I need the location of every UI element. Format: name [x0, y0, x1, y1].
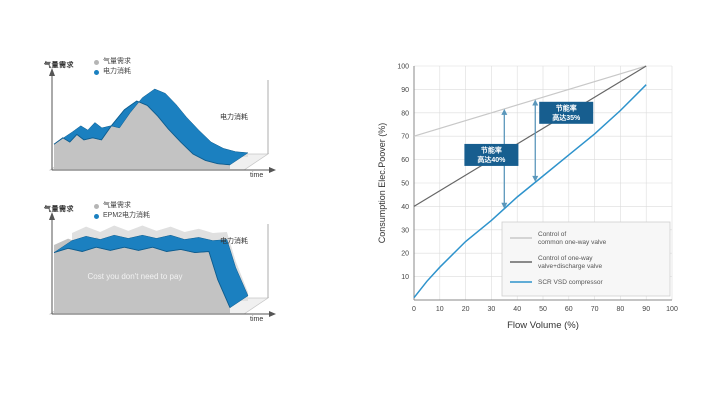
legend: 气量需求 EPM2电力消耗	[94, 201, 150, 221]
demand-swatch-icon	[94, 59, 99, 65]
arrow-head-up-icon	[532, 99, 539, 106]
performance-chart-canvas: 10 20 30 40 50 60 70 80 90 100 0 10 20 30 40 50 60 70 80 90…	[377, 64, 678, 332]
y-tick-label: 90	[401, 87, 409, 94]
x-axis-title: Flow Volume (%)	[507, 320, 579, 331]
y-axis-label: 气量需求	[44, 206, 74, 213]
time-axis-label: time	[250, 316, 264, 323]
legend-entry-label: common one-way valve	[538, 239, 607, 246]
y-tick-label: 50	[401, 181, 409, 188]
power-axis-label: 电力消耗	[220, 114, 248, 121]
arrow-head-down-icon	[501, 202, 508, 209]
legend-entry-label: SCR VSD compressor	[538, 279, 603, 286]
performance-chart: 10 20 30 40 50 60 70 80 90 100 0 10 20 30 40 50 60 70 80 90…	[372, 52, 688, 360]
legend-entry-label: Control of	[538, 231, 566, 238]
legend-label-demand: 气量需求	[103, 202, 131, 209]
x-tick-label: 20	[462, 306, 470, 313]
x-tick-label: 40	[513, 306, 521, 313]
cost-overlay-text: Cost you don't need to pay	[87, 272, 183, 281]
x-axis-arrow-icon	[269, 167, 276, 173]
power-swatch-icon	[94, 69, 99, 75]
legend-label-power: 电力消耗	[103, 68, 131, 75]
series-line-1	[413, 65, 647, 207]
savings-badge-text: 节能率	[556, 103, 577, 112]
chart-legend	[501, 221, 671, 297]
power-front-edge	[53, 100, 231, 166]
savings-badge	[539, 101, 594, 124]
demand-front-face	[54, 237, 230, 313]
savings-badge-text: 高达40%	[477, 155, 506, 164]
power-front-edge	[53, 246, 231, 308]
x-tick-label: 10	[436, 306, 444, 313]
left-chart-top-canvas	[48, 68, 276, 173]
arrow-head-up-icon	[501, 108, 508, 115]
y-tick-label: 30	[401, 227, 409, 234]
y-tick-label: 80	[401, 110, 409, 117]
x-axis-arrow-icon	[269, 311, 276, 317]
x-tick-label: 30	[488, 306, 496, 313]
y-axis-arrow-icon	[49, 68, 55, 76]
legend-entry-label: Control of one-way	[538, 255, 593, 262]
x-tick-label: 80	[617, 306, 625, 313]
legend-item-power: 电力消耗	[94, 67, 131, 77]
legend-label-demand: 气量需求	[103, 58, 131, 65]
time-axis-label: time	[250, 172, 264, 179]
demand-swatch-icon	[94, 203, 99, 209]
legend-item-demand: 气量需求	[94, 57, 131, 67]
legend: 气量需求 电力消耗	[94, 57, 131, 77]
left-chart-bottom: 气量需求 气量需求 EPM2电力消耗 电力消耗 time Cost you do…	[38, 196, 300, 354]
savings-badge	[464, 143, 519, 166]
y-tick-label: 20	[401, 251, 409, 258]
y-axis-arrow-icon	[49, 212, 55, 220]
series-line-0	[413, 65, 647, 137]
legend-entry-label: valve+discharge valve	[538, 263, 603, 270]
power-axis-label: 电力消耗	[220, 238, 248, 245]
savings-badge-text: 高达35%	[552, 113, 581, 122]
y-axis-label: 气量需求	[44, 62, 74, 69]
x-tick-label: 100	[666, 306, 678, 313]
legend-item-epm2-power: EPM2电力消耗	[94, 211, 150, 221]
legend-item-demand: 气量需求	[94, 201, 150, 211]
savings-badge-text: 节能率	[481, 145, 502, 154]
arrow-head-down-icon	[532, 175, 539, 182]
demand-front-face	[54, 101, 230, 169]
y-tick-label: 10	[401, 274, 409, 281]
legend-label-epm2-power: EPM2电力消耗	[103, 212, 151, 219]
y-tick-label: 60	[401, 157, 409, 164]
y-tick-label: 70	[401, 134, 409, 141]
power-swatch-icon	[94, 213, 99, 219]
x-tick-label: 70	[591, 306, 599, 313]
x-tick-label: 90	[642, 306, 650, 313]
y-tick-label: 40	[401, 204, 409, 211]
x-tick-label: 60	[565, 306, 573, 313]
series-line-2	[413, 84, 647, 299]
left-chart-bottom-canvas	[48, 212, 276, 317]
left-chart-top: 气量需求 气量需求 电力消耗 电力消耗 time	[38, 52, 300, 210]
y-tick-label: 100	[397, 64, 409, 71]
x-tick-label: 50	[539, 306, 547, 313]
x-tick-label: 0	[412, 306, 416, 313]
y-axis-title: Consumption Elec.Poover (%)	[377, 123, 387, 244]
